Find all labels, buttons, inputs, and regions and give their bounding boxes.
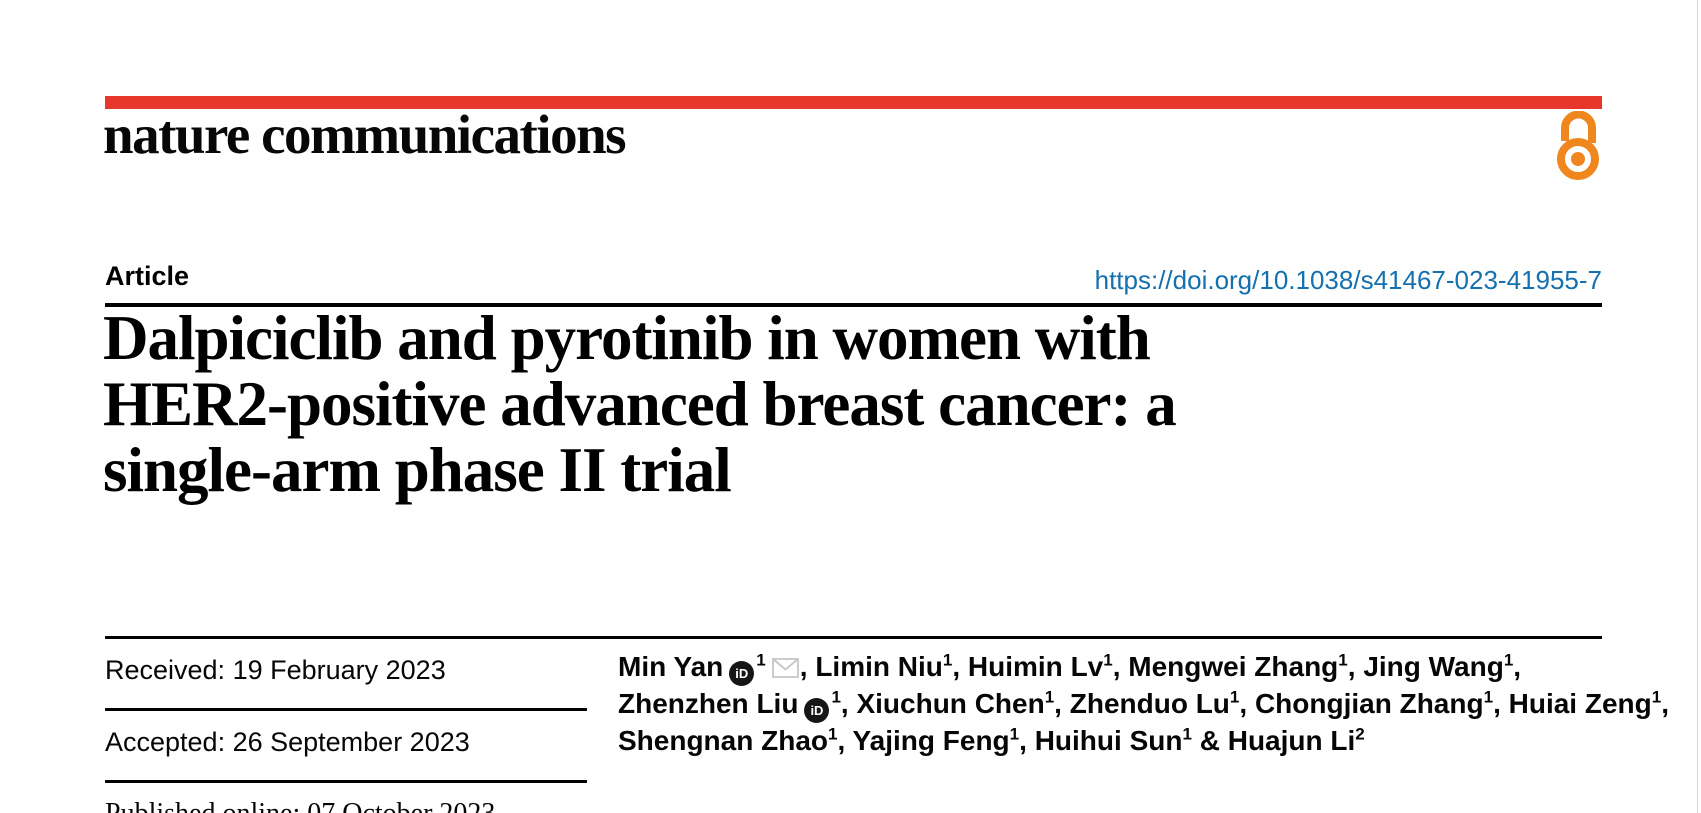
author-separator: , xyxy=(1054,688,1070,719)
affiliation-superscript: 1 xyxy=(942,650,953,670)
author-separator: , xyxy=(1493,688,1509,719)
author-separator: , xyxy=(1513,651,1522,682)
affiliation-superscript: 2 xyxy=(1355,724,1365,744)
author-separator: & xyxy=(1191,725,1228,756)
orcid-icon[interactable]: iD xyxy=(729,661,755,686)
author-name: Huihui Sun xyxy=(1034,725,1183,756)
author-name: Yajing Feng xyxy=(852,725,1010,756)
author-name: Xiuchun Chen xyxy=(856,688,1045,719)
title-line: HER2-positive advanced breast cancer: a xyxy=(103,369,1177,439)
author-separator: , xyxy=(840,688,857,719)
affiliation-superscript: 1 xyxy=(1044,687,1055,707)
author-line: Zhenzhen Liu iD1, Xiuchun Chen1, Zhenduo … xyxy=(618,686,1669,723)
received-label: Received: xyxy=(105,655,233,685)
author-separator: , xyxy=(837,725,853,756)
published-label: Published online: xyxy=(105,798,307,813)
accepted-label: Accepted: xyxy=(105,727,233,757)
author-separator: , xyxy=(1239,688,1255,719)
masthead-accent-bar xyxy=(105,96,1602,109)
author-name: Huimin Lv xyxy=(967,651,1104,682)
accepted-date: 26 September 2023 xyxy=(232,727,470,757)
doi-link[interactable]: https://doi.org/10.1038/s41467-023-41955… xyxy=(1094,265,1602,295)
affiliation-superscript: 1 xyxy=(756,650,766,670)
title-line: single-arm phase II trial xyxy=(103,435,732,505)
orcid-icon[interactable]: iD xyxy=(804,698,830,723)
affiliation-superscript: 1 xyxy=(1103,650,1113,670)
author-separator: , xyxy=(1661,688,1669,719)
author-name: Huiai Zeng xyxy=(1508,688,1652,719)
affiliation-superscript: 1 xyxy=(828,724,838,744)
author-name: Chongjian Zhang xyxy=(1254,688,1484,719)
author-name: Shengnan Zhao xyxy=(618,725,828,756)
author-line: Min Yan iD1, Limin Niu1, Huimin Lv1, Meng… xyxy=(618,649,1618,686)
affiliation-superscript: 1 xyxy=(1229,687,1240,707)
author-line: Shengnan Zhao1, Yajing Feng1, Huihui Sun… xyxy=(618,723,1618,758)
published-date: 07 October 2023 xyxy=(307,798,495,813)
received-date: 19 February 2023 xyxy=(232,655,446,685)
open-access-icon xyxy=(1554,110,1602,186)
meta-top-rule xyxy=(105,636,1602,639)
affiliation-superscript: 1 xyxy=(1651,687,1662,707)
author-separator: , xyxy=(1112,651,1129,682)
affiliation-superscript: 1 xyxy=(1182,724,1192,744)
journal-logo: nature communications xyxy=(103,104,627,165)
article-title: Dalpiciclib and pyrotinib in women with … xyxy=(103,305,1583,503)
published-row: Published online: 07 October 2023 xyxy=(105,783,587,813)
affiliation-superscript: 1 xyxy=(1503,650,1514,670)
author-name: Min Yan xyxy=(618,651,724,682)
affiliation-superscript: 1 xyxy=(1009,724,1020,744)
header-rule xyxy=(105,303,1602,307)
author-name: Huajun Li xyxy=(1227,725,1356,756)
author-name: Jing Wang xyxy=(1363,651,1504,682)
email-envelope-icon[interactable] xyxy=(771,651,799,686)
author-separator: , xyxy=(1019,725,1035,756)
author-separator: , xyxy=(952,651,968,682)
affiliation-superscript: 1 xyxy=(831,687,841,707)
author-list: Min Yan iD1, Limin Niu1, Huimin Lv1, Meng… xyxy=(618,649,1669,758)
article-type-label: Article xyxy=(105,261,190,291)
author-name: Zhenduo Lu xyxy=(1069,688,1230,719)
received-row: Received: 19 February 2023 xyxy=(105,639,587,711)
accepted-row: Accepted: 26 September 2023 xyxy=(105,711,587,783)
author-name: Mengwei Zhang xyxy=(1128,651,1339,682)
affiliation-superscript: 1 xyxy=(1338,650,1348,670)
author-name: Limin Niu xyxy=(815,651,943,682)
article-history: Received: 19 February 2023 Accepted: 26 … xyxy=(105,639,587,813)
affiliation-superscript: 1 xyxy=(1483,687,1494,707)
author-separator: , xyxy=(1347,651,1364,682)
author-name: Zhenzhen Liu xyxy=(618,688,799,719)
author-separator: , xyxy=(799,651,816,682)
title-line: Dalpiciclib and pyrotinib in women with xyxy=(103,303,1151,373)
page-right-border xyxy=(1697,0,1698,813)
